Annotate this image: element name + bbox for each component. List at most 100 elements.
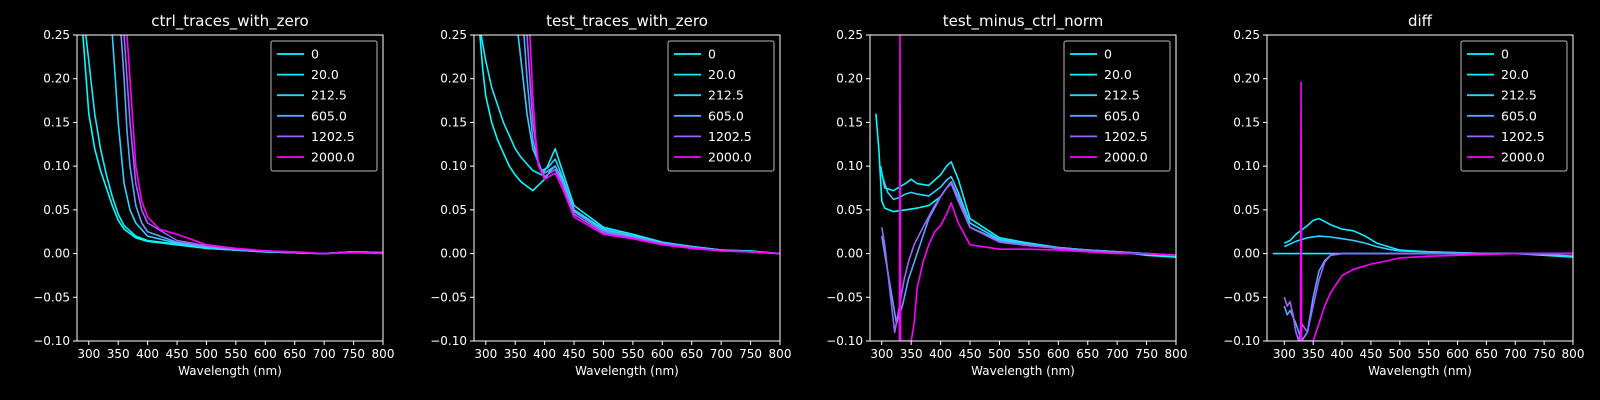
x-tick-label: 450 — [959, 347, 982, 361]
y-tick-label: −0.05 — [33, 290, 70, 304]
x-tick-label: 600 — [1047, 347, 1070, 361]
plot-area — [82, 35, 383, 255]
legend: 0 20.0 212.5 605.0 1202.5 2000.0 — [270, 40, 378, 172]
x-tick-label: 500 — [195, 347, 218, 361]
y-tick-label: −0.05 — [1223, 290, 1260, 304]
legend-entry: 20.0 — [1104, 67, 1132, 82]
y-tick-label: −0.10 — [430, 334, 467, 348]
x-tick-label: 650 — [1076, 347, 1099, 361]
axes-frame — [869, 34, 1177, 342]
chart-panel: 300 350 400 450 500 550 600 650 700 750 800 0.25 0.2… — [826, 12, 1187, 378]
x-tick-label: 700 — [313, 347, 336, 361]
legend-entry: 20.0 — [1501, 67, 1529, 82]
x-tick-label: 650 — [1475, 347, 1498, 361]
y-tick-label: 0.10 — [836, 159, 863, 173]
x-tick-label: 350 — [504, 347, 527, 361]
x-tick-label: 400 — [1331, 347, 1354, 361]
chart-title: test_traces_with_zero — [546, 12, 708, 31]
x-tick-label: 550 — [1017, 347, 1040, 361]
x-tick-label: 300 — [77, 347, 100, 361]
y-tick-label: −0.10 — [1223, 334, 1260, 348]
legend-entry: 605.0 — [311, 108, 347, 123]
series-line-5 — [529, 35, 780, 255]
legend: 0 20.0 212.5 605.0 1202.5 2000.0 — [667, 40, 775, 172]
y-tick-label: −0.05 — [430, 290, 467, 304]
x-tick-label: 300 — [474, 347, 497, 361]
y-tick-label: 0.00 — [836, 247, 863, 261]
y-tick-label: 0.15 — [1233, 115, 1260, 129]
y-tick-label: 0.10 — [1233, 159, 1260, 173]
chart-title: diff — [1408, 12, 1433, 30]
y-tick-label: 0.25 — [43, 28, 70, 42]
legend-entry: 0 — [311, 47, 319, 62]
x-tick-label: 450 — [1359, 347, 1382, 361]
y-tick-label: 0.25 — [1233, 28, 1260, 42]
y-tick-label: 0.25 — [440, 28, 467, 42]
series-line-4 — [1283, 252, 1573, 341]
legend-entry: 2000.0 — [1501, 150, 1545, 165]
y-tick-label: 0.15 — [43, 115, 70, 129]
x-tick-label: 450 — [166, 347, 189, 361]
x-tick-label: 500 — [988, 347, 1011, 361]
series-line-5 — [126, 35, 383, 255]
y-tick-label: 0.15 — [440, 115, 467, 129]
x-tick-label: 550 — [1417, 347, 1440, 361]
series-line-4 — [881, 182, 1176, 334]
chart-title: test_minus_ctrl_norm — [943, 12, 1104, 31]
legend-entry: 212.5 — [311, 88, 347, 103]
legend-entry: 20.0 — [708, 67, 736, 82]
legend-entry: 2000.0 — [708, 150, 752, 165]
plot-area — [479, 35, 780, 255]
x-tick-label: 650 — [680, 347, 703, 361]
legend: 0 20.0 212.5 605.0 1202.5 2000.0 — [1063, 40, 1171, 172]
legend-entry: 212.5 — [1104, 88, 1140, 103]
y-tick-label: −0.05 — [826, 290, 863, 304]
x-axis-label: Wavelength (nm) — [575, 364, 679, 378]
plot-area — [1272, 81, 1573, 341]
x-tick-label: 600 — [1446, 347, 1469, 361]
legend-entry: 1202.5 — [1104, 129, 1148, 144]
x-tick-label: 750 — [342, 347, 365, 361]
axes-frame — [473, 34, 781, 342]
x-tick-label: 400 — [136, 347, 159, 361]
x-tick-label: 400 — [929, 347, 952, 361]
axes-frame — [76, 34, 384, 342]
legend-entry: 20.0 — [311, 67, 339, 82]
y-tick-label: 0.00 — [440, 247, 467, 261]
series-line-5 — [1299, 81, 1573, 341]
legend-box — [1063, 40, 1171, 172]
legend-box — [667, 40, 775, 172]
x-tick-label: 800 — [1165, 347, 1188, 361]
legend-entry: 2000.0 — [311, 150, 355, 165]
y-tick-label: 0.15 — [836, 115, 863, 129]
legend-box — [270, 40, 378, 172]
x-tick-label: 550 — [621, 347, 644, 361]
y-tick-label: 0.10 — [440, 159, 467, 173]
legend-entry: 605.0 — [1104, 108, 1140, 123]
legend-entry: 0 — [1501, 47, 1509, 62]
y-tick-label: −0.10 — [826, 334, 863, 348]
x-tick-label: 800 — [372, 347, 395, 361]
y-tick-label: 0.05 — [1233, 203, 1260, 217]
axes-frame — [1266, 34, 1574, 342]
x-tick-label: 600 — [254, 347, 277, 361]
x-tick-label: 300 — [1273, 347, 1296, 361]
y-tick-label: 0.25 — [836, 28, 863, 42]
y-tick-label: −0.10 — [33, 334, 70, 348]
x-tick-label: 800 — [769, 347, 792, 361]
chart-panel: 300 350 400 450 500 550 600 650 700 750 800 0.25 0.2… — [1223, 12, 1584, 378]
x-axis-label: Wavelength (nm) — [178, 364, 282, 378]
x-tick-label: 650 — [283, 347, 306, 361]
y-tick-label: 0.05 — [836, 203, 863, 217]
legend-entry: 605.0 — [708, 108, 744, 123]
y-tick-label: 0.05 — [43, 203, 70, 217]
y-tick-label: 0.20 — [836, 72, 863, 86]
chart-title: ctrl_traces_with_zero — [151, 12, 308, 31]
x-tick-label: 350 — [107, 347, 130, 361]
legend-entry: 0 — [708, 47, 716, 62]
legend-entry: 605.0 — [1501, 108, 1537, 123]
chart-panel: 300 350 400 450 500 550 600 650 700 750 800 0.25 0.2… — [430, 12, 791, 378]
legend-entry: 1202.5 — [708, 129, 752, 144]
y-tick-label: 0.00 — [1233, 247, 1260, 261]
